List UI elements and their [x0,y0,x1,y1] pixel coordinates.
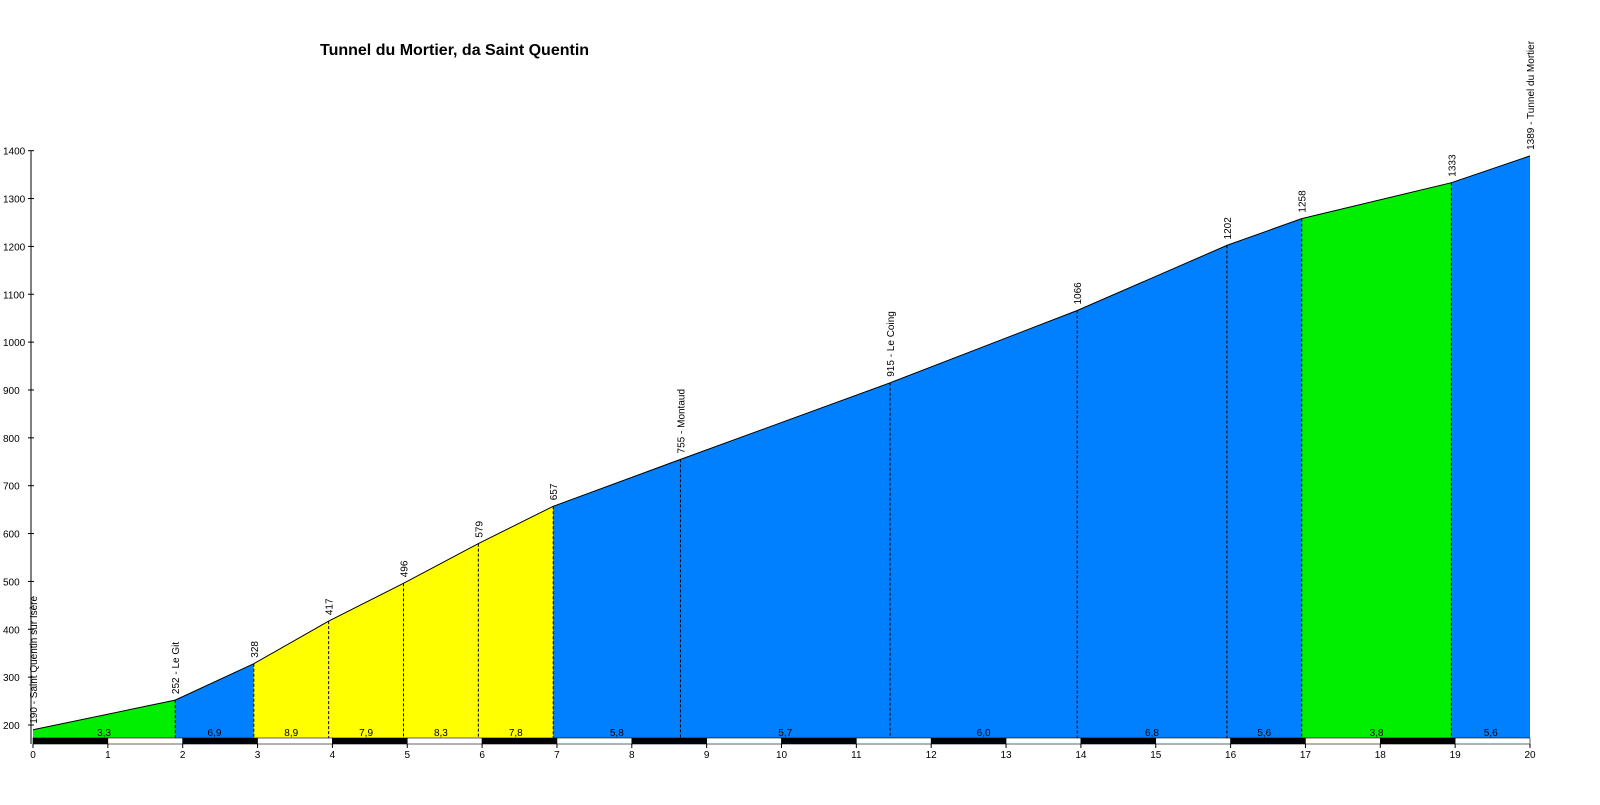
segment-area-5 [403,543,479,738]
scale-block [1155,737,1231,745]
gradient-label: 7,9 [359,728,373,739]
x-tick-label: 0 [30,750,36,761]
segment-area-6 [478,506,554,738]
point-label: 1333 [1447,154,1458,177]
segment-areas [33,155,1530,739]
x-tick-label: 9 [704,750,710,761]
point-label: 1258 [1298,190,1309,213]
scale-block [1454,737,1531,745]
y-tick-label: 600 [3,530,20,541]
x-tick-label: 15 [1150,750,1162,761]
y-tick-label: 200 [3,721,20,732]
gradient-label: 5,6 [1484,728,1498,739]
gradient-label: 6,0 [977,728,991,739]
profile-outline [32,155,1531,731]
scale-block [706,737,782,745]
gradient-label: 7,8 [509,728,523,739]
segment-area-8 [680,382,890,738]
x-tick-label: 17 [1300,750,1312,761]
x-tick-label: 16 [1225,750,1237,761]
y-tick-label: 400 [3,625,20,636]
point-label: 417 [325,598,336,615]
x-tick-label: 12 [926,750,938,761]
x-tick-label: 14 [1075,750,1087,761]
x-tick-label: 19 [1450,750,1462,761]
x-tick-label: 3 [255,750,261,761]
x-tick-label: 8 [629,750,635,761]
point-label: 1389 - Tunnel du Mortier [1526,40,1537,150]
gradient-label: 5,6 [1257,728,1271,739]
x-tick-label: 4 [330,750,336,761]
x-tick-label: 18 [1375,750,1387,761]
y-tick-label: 1400 [3,147,26,158]
gradient-label: 3,8 [1370,728,1384,739]
x-tick-label: 11 [851,750,862,761]
x-axis: 0 1 2 3 4 5 6 7 8 9 10 11 12 13 14 15 16 17 18 19 20 [30,744,1536,761]
point-label: 915 - Le Coing [886,311,897,377]
y-tick-label: 1000 [3,338,26,349]
profile-line [32,155,1531,731]
y-tick-label: 800 [3,434,20,445]
gradient-labels: 3,3 6,9 8,9 7,9 8,3 7,8 5,8 5,7 6,0 6,8 5,6 3,8 5,6 [97,728,1498,739]
gradient-label: 8,3 [434,728,448,739]
segment-area-11 [1226,218,1302,739]
scale-block [107,737,183,745]
point-label: 755 - Montaud [676,389,687,454]
segment-area-2 [175,663,254,738]
y-tick-label: 1200 [3,242,26,253]
point-label: 1066 [1073,282,1084,305]
gradient-label: 6,9 [208,728,222,739]
scale-block [1380,737,1456,745]
y-tick-label: 900 [3,386,20,397]
segment-area-4 [328,583,404,738]
scale-block [1005,737,1082,745]
x-tick-label: 2 [180,750,186,761]
point-label: 1202 [1223,217,1234,240]
x-tick-label: 5 [404,750,410,761]
km-scale-bar [32,737,1531,745]
segment-area-12 [1301,182,1452,738]
y-tick-label: 500 [3,577,20,588]
x-tick-label: 7 [554,750,560,761]
scale-block [930,737,1007,745]
point-label: 252 - Le Git [171,642,182,694]
gradient-label: 6,8 [1145,728,1159,739]
x-tick-label: 10 [776,750,788,761]
scale-block [781,737,857,745]
segment-area-7 [553,459,681,738]
segment-area-1 [33,700,176,738]
segment-area-13 [1451,155,1530,738]
segment-area-9 [890,310,1078,738]
point-label: 190 - Saint Quentin sur Isère [29,596,40,724]
gradient-label: 5,7 [778,728,792,739]
gradient-label: 3,3 [97,728,111,739]
y-tick-label: 300 [3,673,20,684]
segment-dividers [174,182,1452,738]
gradient-label: 5,8 [610,728,624,739]
scale-block [631,737,707,745]
y-tick-label: 1100 [3,290,25,301]
point-label: 657 [549,483,560,500]
x-tick-label: 1 [105,750,111,761]
point-label: 496 [400,560,411,577]
gradient-label: 8,9 [284,728,298,739]
point-label: 328 [250,641,261,658]
y-axis: 200 300 400 500 600 700 800 900 1000 1100 1200 1300… [3,147,34,744]
x-tick-label: 13 [1000,750,1012,761]
x-tick-label: 6 [479,750,485,761]
y-tick-label: 700 [3,482,20,493]
point-label: 579 [474,521,485,538]
point-labels: 190 - Saint Quentin sur Isère 252 - Le Gi… [29,40,1537,724]
x-tick-label: 20 [1524,750,1536,761]
scale-block [856,737,932,745]
y-tick-label: 1300 [3,195,26,206]
segment-area-10 [1077,245,1227,738]
chart-title: Tunnel du Mortier, da Saint Quentin [320,42,589,59]
segment-area-3 [253,621,329,738]
